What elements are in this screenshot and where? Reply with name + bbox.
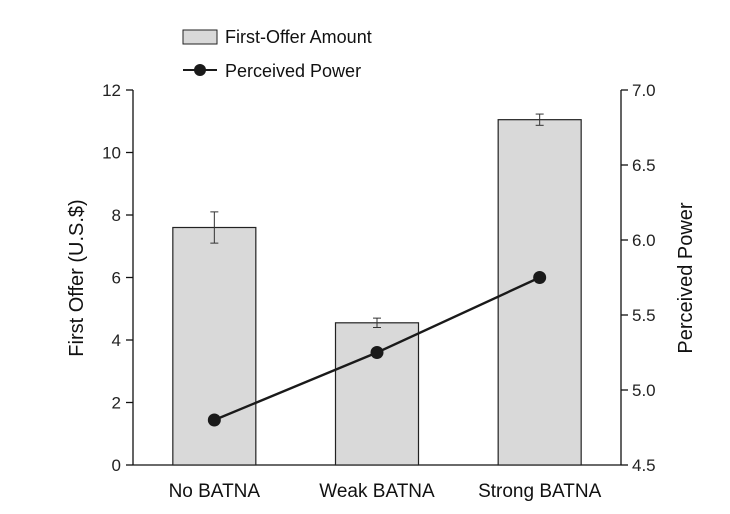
bar xyxy=(334,322,420,466)
left-tick-label: 10 xyxy=(102,144,121,163)
right-tick-label: 5.5 xyxy=(632,306,656,325)
line-point xyxy=(533,271,547,284)
legend: First-Offer Amount Perceived Power xyxy=(182,27,372,81)
line-point xyxy=(370,346,384,359)
left-ticks: 0 2 4 6 8 10 12 xyxy=(102,81,133,475)
category-labels: No BATNA Weak BATNA Strong BATNA xyxy=(169,481,602,502)
left-tick-label: 12 xyxy=(102,81,121,100)
y2-axis-title: Perceived Power xyxy=(675,202,697,354)
left-tick-label: 6 xyxy=(112,269,121,288)
line-series xyxy=(207,271,547,427)
left-tick-label: 4 xyxy=(112,331,121,350)
left-tick-label: 8 xyxy=(112,206,121,225)
y-axis-title: First Offer (U.S.$) xyxy=(66,199,88,356)
category-label: No BATNA xyxy=(169,481,261,502)
right-tick-label: 7.0 xyxy=(632,81,656,100)
right-tick-label: 4.5 xyxy=(632,456,656,475)
left-tick-label: 0 xyxy=(112,456,121,475)
right-tick-label: 6.0 xyxy=(632,231,656,250)
right-tick-label: 5.0 xyxy=(632,381,656,400)
bars xyxy=(172,113,582,466)
category-label: Weak BATNA xyxy=(319,481,435,502)
legend-label-bars: First-Offer Amount xyxy=(225,27,372,47)
category-label: Strong BATNA xyxy=(478,481,602,502)
right-tick-label: 6.5 xyxy=(632,156,656,175)
bar xyxy=(497,119,582,466)
right-ticks: 4.5 5.0 5.5 6.0 6.5 7.0 xyxy=(621,81,656,475)
left-tick-label: 2 xyxy=(112,394,121,413)
legend-label-line: Perceived Power xyxy=(225,61,361,81)
legend-bar-swatch xyxy=(182,29,218,45)
legend-line-marker xyxy=(194,64,206,76)
line-point xyxy=(207,413,221,427)
bar xyxy=(172,226,257,466)
